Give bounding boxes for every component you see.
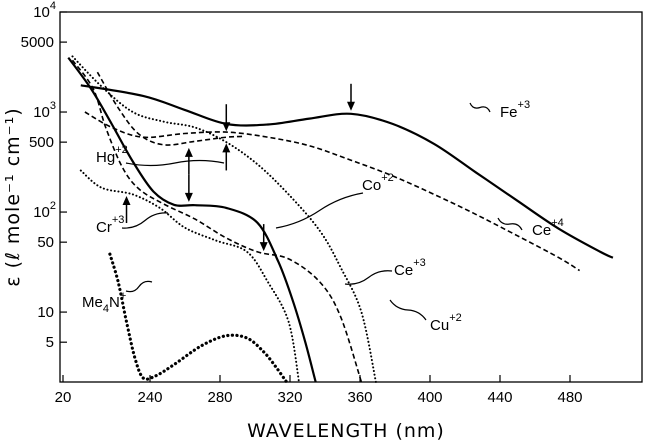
series-line-hg2 <box>96 71 243 146</box>
series-line-ce3 <box>71 59 363 383</box>
annotation-cr3: Cr+3 <box>96 214 124 236</box>
x-tick-label: 320 <box>277 389 302 406</box>
y-tick-label: 104 <box>33 0 56 21</box>
peak-arrow <box>222 104 231 132</box>
series-line-co2 <box>67 56 317 383</box>
y-tick-label: 500 <box>29 134 54 151</box>
y-tick-label: 102 <box>33 200 56 221</box>
annotation-leader <box>497 217 523 231</box>
annotation-leader <box>344 270 393 285</box>
annotation-leader <box>125 159 225 167</box>
plot-frame <box>59 11 643 383</box>
y-tick-label: 50 <box>37 234 54 251</box>
peak-arrow <box>184 147 193 175</box>
peak-arrow <box>347 83 355 111</box>
annotation-co2: Co+2 <box>362 172 394 194</box>
series-lines <box>67 55 614 384</box>
annotation-leader <box>121 212 169 229</box>
annotation-leader <box>125 280 153 293</box>
annotation-leader <box>469 102 491 113</box>
peak-arrow <box>184 174 193 202</box>
x-tick-label: 20 <box>55 389 72 406</box>
series-line-me4n <box>108 252 289 384</box>
y-axis-title: ε (ℓ mole⁻¹ cm⁻¹) <box>2 107 24 286</box>
series-annotations: Fe+3 Ce+4 Hg+2 Co+2 Cr+3 Ce+3 Cu+2 Me4N+ <box>82 99 564 334</box>
annotation-me4n: Me4N+ <box>82 290 126 315</box>
peak-arrow <box>259 224 268 252</box>
series-line-cr3 <box>79 169 300 383</box>
x-tick-label: 280 <box>207 389 232 406</box>
x-tick-label: 400 <box>417 389 442 406</box>
peak-arrows <box>122 83 355 252</box>
peak-arrow <box>122 196 131 224</box>
series-line-ce4 <box>84 111 581 272</box>
y-tick-label: 5 <box>46 334 54 351</box>
y-tick-label: 103 <box>33 100 56 121</box>
annotation-hg2: Hg+2 <box>96 144 128 166</box>
ticks: 20 240 280 320 360 400 440 480 5 10 50 102 500 103 500… <box>21 0 583 406</box>
x-tick-label: 480 <box>557 389 582 406</box>
annotation-ce3: Ce+3 <box>394 257 426 279</box>
annotation-cu2: Cu+2 <box>430 312 462 334</box>
x-tick-label: 360 <box>347 389 372 406</box>
annotation-leader <box>275 192 364 229</box>
y-tick-label: 10 <box>37 304 54 321</box>
x-tick-label: 440 <box>487 389 512 406</box>
peak-arrow <box>222 143 231 171</box>
annotation-fe3: Fe+3 <box>500 99 530 121</box>
x-axis-title: WAVELENGTH (nm) <box>247 420 445 442</box>
annotation-ce4: Ce+4 <box>532 217 564 239</box>
annotation-leader <box>389 299 427 321</box>
series-line-fe3 <box>80 84 614 259</box>
y-tick-label: 5000 <box>21 34 54 51</box>
x-tick-label: 240 <box>137 389 162 406</box>
